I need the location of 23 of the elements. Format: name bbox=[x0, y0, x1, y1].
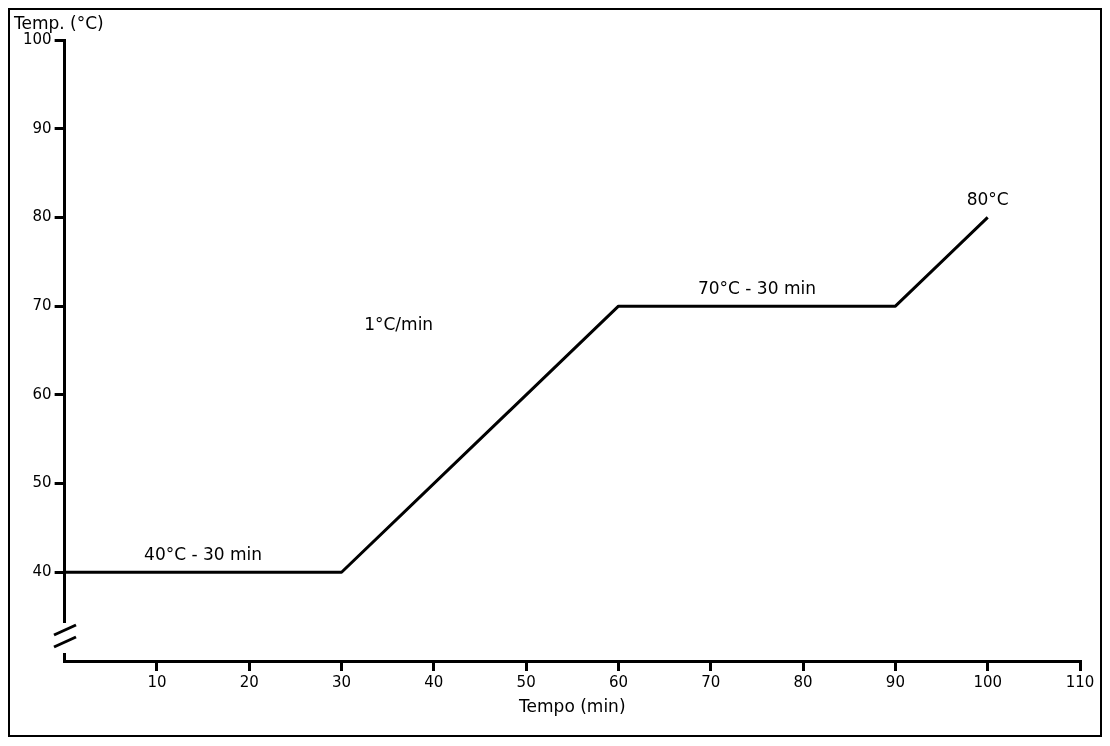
y-tick-label: 50 bbox=[32, 473, 52, 492]
x-tick-label: 20 bbox=[239, 672, 259, 691]
x-tick-label: 10 bbox=[147, 672, 167, 691]
y-tick-label: 90 bbox=[32, 118, 52, 137]
y-tick-label: 80 bbox=[32, 207, 52, 226]
x-tick-label: 60 bbox=[608, 672, 629, 691]
x-tick-label: 80 bbox=[793, 672, 813, 691]
y-tick-label: 60 bbox=[32, 384, 52, 403]
x-tick-label: 70 bbox=[701, 672, 721, 691]
x-axis-title: Tempo (min) bbox=[518, 695, 626, 716]
annotation: 1°C/min bbox=[364, 314, 434, 335]
annotation: 80°C bbox=[966, 189, 1009, 210]
y-tick-label: 40 bbox=[32, 562, 52, 581]
annotation: 40°C - 30 min bbox=[144, 544, 263, 565]
x-tick-label: 100 bbox=[973, 672, 1003, 691]
x-tick-label: 30 bbox=[332, 672, 352, 691]
x-tick-label: 90 bbox=[885, 672, 905, 691]
x-tick-label: 40 bbox=[424, 672, 444, 691]
x-tick-label: 50 bbox=[516, 672, 536, 691]
y-axis-title: Temp. (°C) bbox=[13, 12, 104, 33]
x-tick-label: 110 bbox=[1065, 672, 1095, 691]
y-tick-label: 70 bbox=[32, 296, 52, 315]
annotation: 70°C - 30 min bbox=[697, 278, 816, 299]
